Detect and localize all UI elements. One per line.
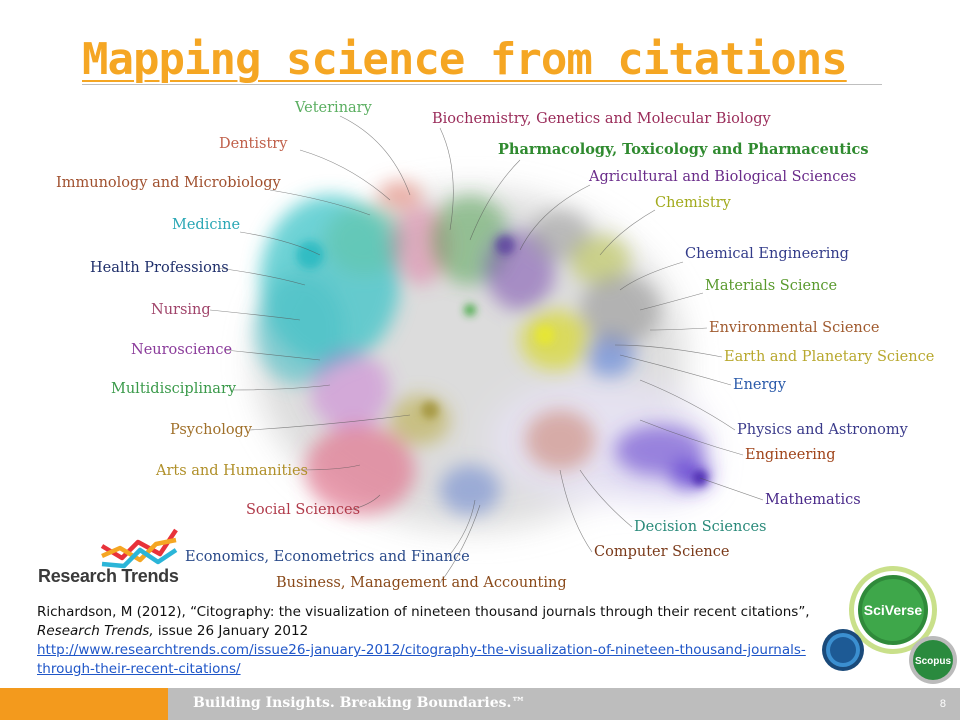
discipline-label: Neuroscience [131, 342, 233, 358]
discipline-label: Environmental Science [709, 320, 880, 336]
map-highlights [296, 235, 708, 486]
page-number: 8 [939, 698, 946, 710]
discipline-label: Chemistry [655, 195, 731, 211]
discipline-label: Biochemistry, Genetics and Molecular Bio… [432, 111, 771, 127]
discipline-label: Energy [733, 377, 786, 393]
scopus-badge-text: Scopus [915, 656, 952, 667]
citation: Richardson, M (2012), “Citography: the v… [37, 603, 837, 679]
citation-link[interactable]: http://www.researchtrends.com/issue26-ja… [37, 642, 806, 677]
research-trends-logo-icon [100, 528, 178, 569]
discipline-label: Pharmacology, Toxicology and Pharmaceuti… [498, 141, 869, 158]
discipline-label: Multidisciplinary [111, 381, 237, 397]
discipline-label: Physics and Astronomy [737, 422, 908, 438]
sciverse-badge-text: SciVerse [864, 602, 923, 618]
citation-journal: Research Trends, [37, 623, 154, 639]
footer-accent [0, 688, 168, 720]
citation-text: Richardson, M (2012), “Citography: the v… [37, 604, 810, 620]
discipline-label: Dentistry [219, 136, 288, 152]
discipline-label: Mathematics [765, 492, 861, 508]
citation-map [209, 115, 764, 584]
discipline-label: Decision Sciences [634, 519, 767, 535]
discipline-label: Immunology and Microbiology [56, 175, 281, 191]
discipline-label: Economics, Econometrics and Finance [185, 549, 470, 565]
discipline-label: Nursing [151, 302, 211, 318]
footer-slogan: Building Insights. Breaking Boundaries.™ [193, 695, 526, 711]
discipline-label: Veterinary [295, 100, 372, 116]
title-divider [82, 84, 882, 85]
discipline-label: Materials Science [705, 278, 838, 294]
label-leader-lines [209, 115, 764, 584]
discipline-label: Medicine [172, 217, 241, 233]
slide-title: Mapping science from citations [82, 34, 848, 85]
citation-issue: issue 26 January 2012 [153, 623, 309, 639]
sciverse-scopus-badges: SciVerse Scopus [822, 566, 957, 684]
discipline-label: Business, Management and Accounting [276, 575, 567, 591]
discipline-label: Computer Science [594, 544, 730, 560]
discipline-label: Earth and Planetary Science [724, 349, 935, 365]
research-trends-logo-text: Research Trends [38, 566, 179, 586]
discipline-label: Chemical Engineering [685, 246, 849, 262]
discipline-label: Psychology [170, 422, 253, 438]
discipline-label: Social Sciences [246, 502, 361, 518]
discipline-label: Arts and Humanities [156, 463, 308, 479]
discipline-label: Engineering [745, 447, 836, 463]
discipline-label: Health Professions [90, 260, 229, 276]
discipline-label: Agricultural and Biological Sciences [589, 169, 857, 185]
